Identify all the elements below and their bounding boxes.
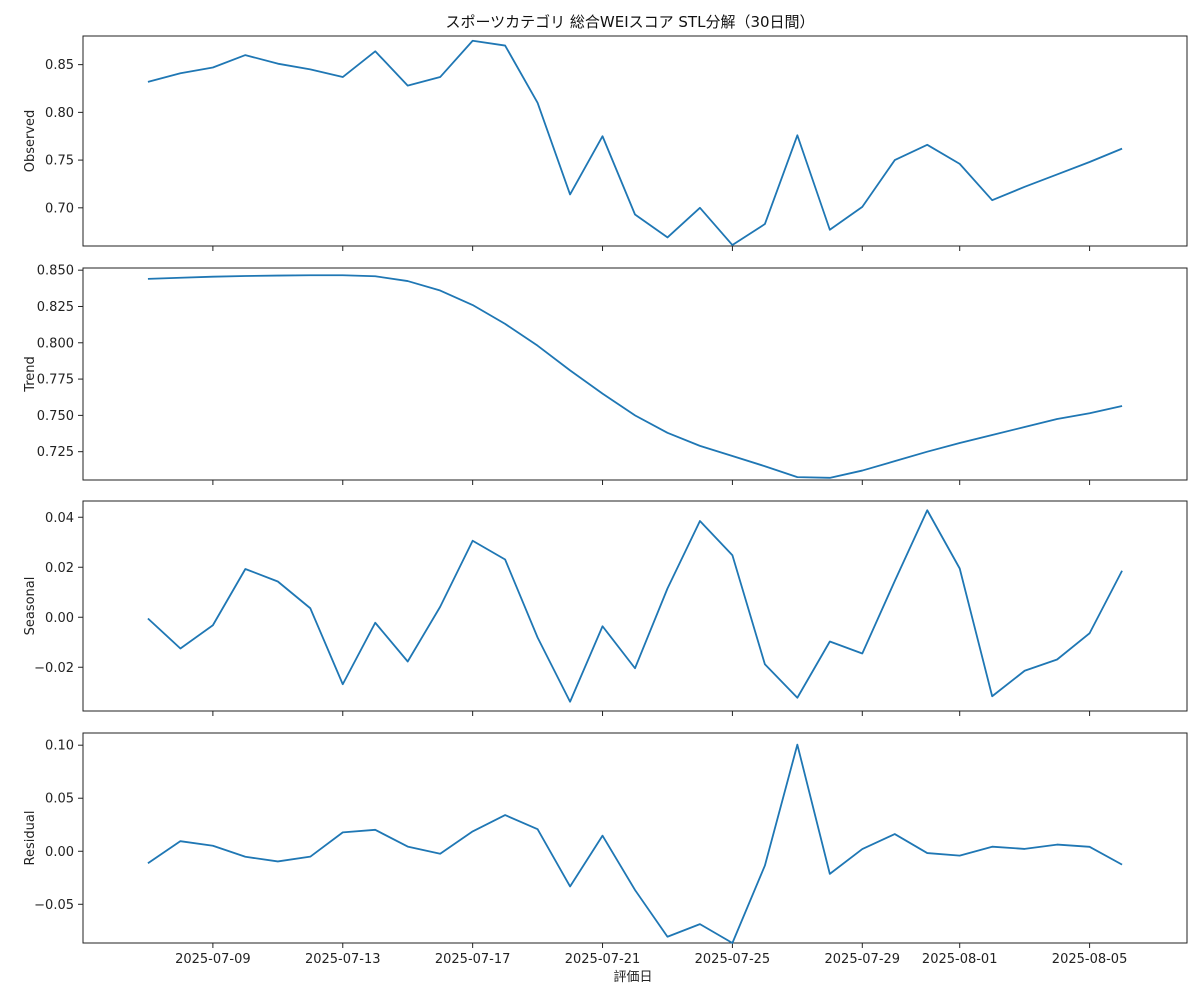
panel-frame [82,35,1188,247]
y-tick-label: 0.75 [45,154,74,169]
y-tick-label: 0.00 [45,845,74,860]
series-line-residual [147,743,1123,944]
y-tick-label: 0.85 [45,58,74,73]
x-tick-label: 2025-07-09 [175,952,251,967]
panel-residual: −0.05 0.00 0.05 0.10 2025-07-09 2025-07-13 202… [23,732,1188,967]
y-axis-label: Residual [23,811,38,866]
y-tick-label: 0.80 [45,106,74,121]
y-tick-label: 0.02 [45,561,74,576]
y-axis-label: Observed [23,110,38,173]
x-tick-label: 2025-07-13 [305,952,381,967]
y-axis-label: Seasonal [23,577,38,636]
x-tick-label: 2025-07-17 [435,952,511,967]
panel-seasonal: −0.02 0.00 0.02 0.04 Seasonal [23,500,1188,716]
y-tick-label: 0.70 [45,201,74,216]
x-tick-label: 2025-07-29 [825,952,901,967]
x-tick-label: 2025-07-21 [565,952,641,967]
x-tick-label: 2025-07-25 [695,952,771,967]
y-tick-label: 0.725 [37,445,74,460]
y-tick-label: 0.800 [37,336,74,351]
x-tick-label: 2025-08-01 [922,952,998,967]
y-tick-label: 0.825 [37,300,74,315]
panel-trend: 0.725 0.750 0.775 0.800 0.825 0.850 Trend [23,264,1188,485]
y-tick-label: 0.850 [37,264,74,279]
y-tick-label: 0.05 [45,792,74,807]
x-tick-label: 2025-08-05 [1052,952,1128,967]
y-tick-label: 0.00 [45,611,74,626]
panel-frame [82,267,1188,481]
chart-panels: 0.700.750.800.85Observed0.7250.7500.7750… [23,35,1188,967]
series-line-seasonal [147,509,1123,703]
panel-frame [82,500,1188,712]
y-tick-label: −0.02 [34,661,74,676]
series-line-observed [147,39,1123,246]
x-axis-label: 評価日 [613,970,652,985]
y-axis-label: Trend [23,356,38,393]
panel-frame [82,732,1188,944]
panel-observed: 0.70 0.75 0.80 0.85 Observed [23,35,1188,251]
y-tick-label: −0.05 [34,898,74,913]
y-tick-label: 0.04 [45,511,74,526]
series-line-trend [147,274,1123,479]
y-tick-label: 0.750 [37,409,74,424]
chart-title: スポーツカテゴリ 総合WEIスコア STL分解（30日間） [445,13,814,31]
y-tick-label: 0.775 [37,373,74,388]
y-tick-label: 0.10 [45,739,74,754]
